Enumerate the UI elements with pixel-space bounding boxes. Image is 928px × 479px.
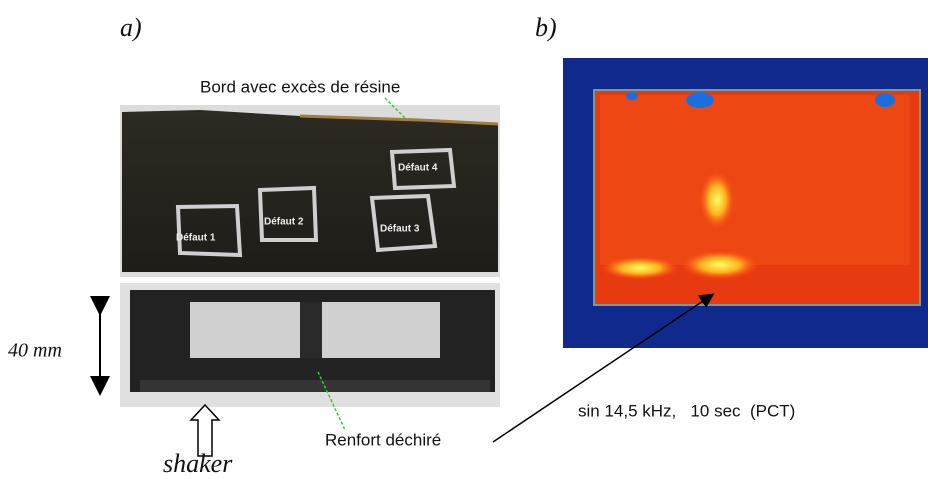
figure: a) b) Défaut 1 Défaut 2 Défaut 3 Défaut … bbox=[0, 0, 928, 479]
defect-label: Défaut 2 bbox=[264, 217, 304, 228]
photo-bottom bbox=[120, 283, 500, 407]
panel-label: a) bbox=[120, 13, 142, 42]
excitation: shaker bbox=[163, 449, 233, 478]
dimension: 40 mm bbox=[8, 340, 62, 362]
defect-label: Défaut 1 bbox=[176, 233, 216, 244]
defect-label: Défaut 4 bbox=[398, 163, 438, 174]
defect-label: Défaut 3 bbox=[380, 224, 420, 235]
panel-label: b) bbox=[535, 13, 557, 42]
caption: sin 14,5 kHz, 10 sec (PCT) bbox=[578, 401, 795, 420]
thermal-image bbox=[563, 58, 928, 348]
callout: Renfort déchiré bbox=[325, 430, 441, 449]
callout: Bord avec excès de résine bbox=[200, 77, 400, 96]
photo-top bbox=[120, 105, 500, 277]
